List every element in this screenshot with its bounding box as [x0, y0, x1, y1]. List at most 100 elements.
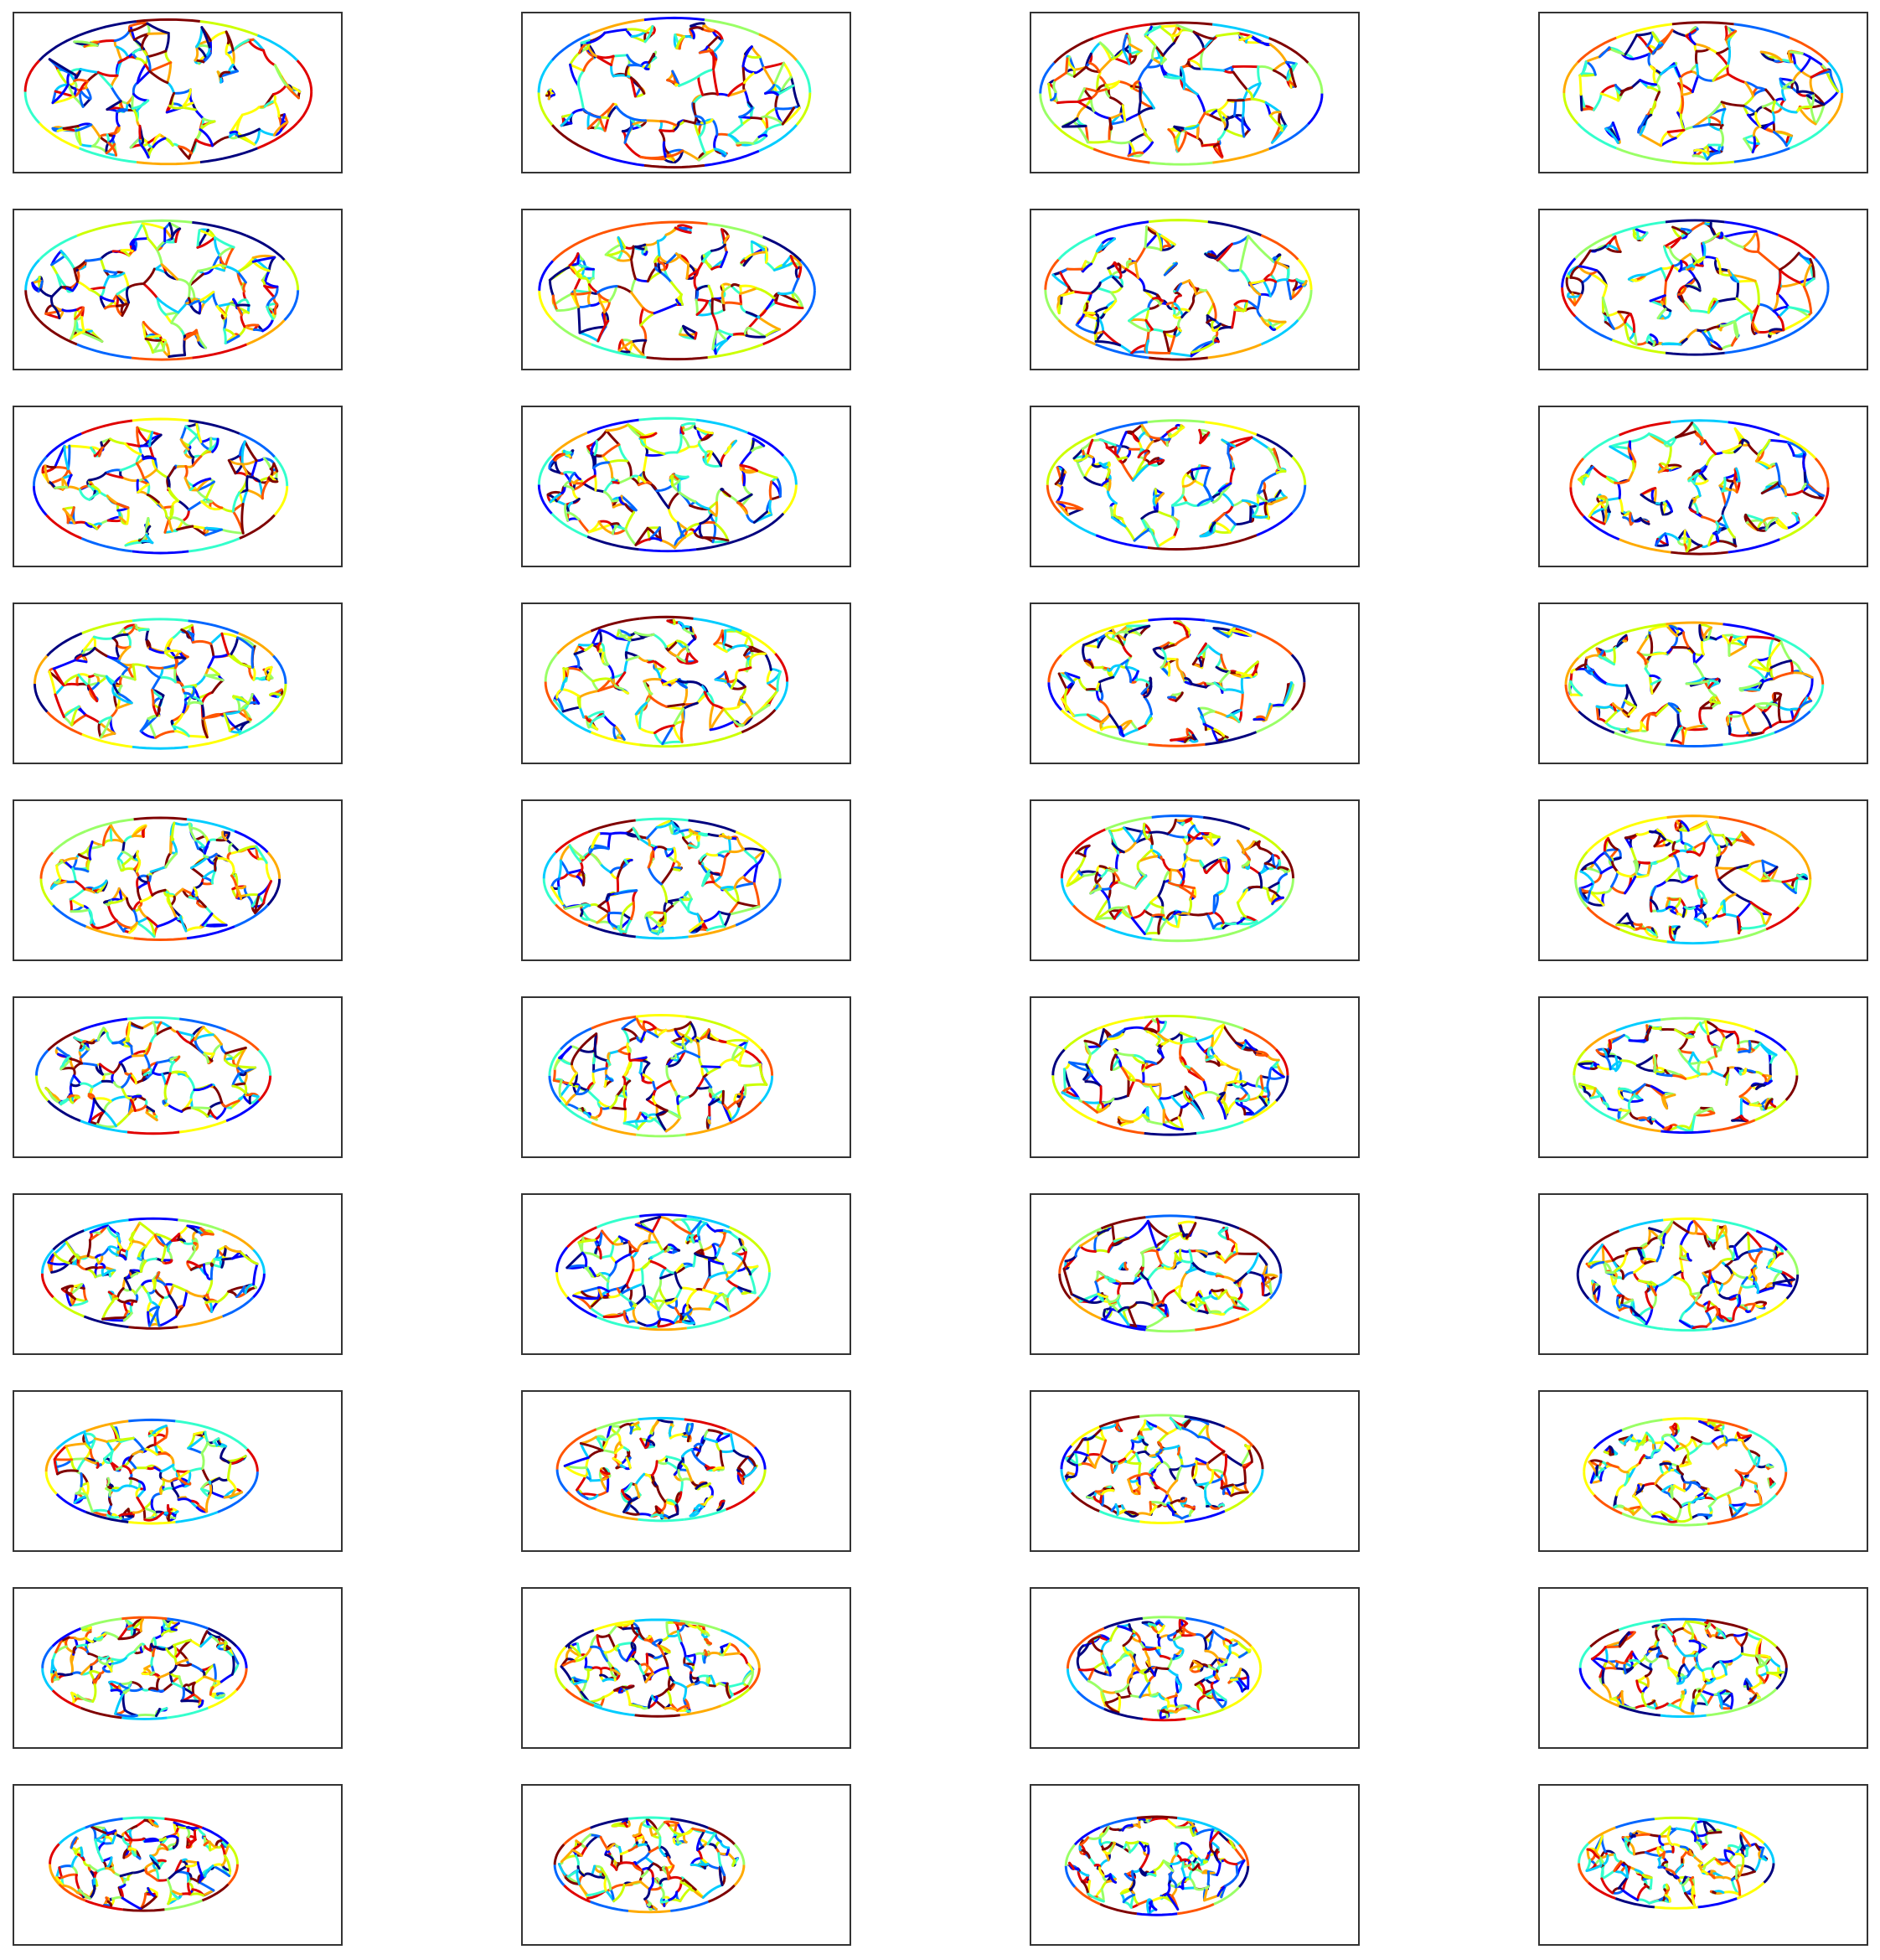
boundary-edge — [1148, 421, 1205, 422]
cell-edge — [127, 287, 128, 303]
cell-edge — [653, 634, 666, 647]
cell-edge — [596, 56, 613, 58]
cell-edge — [1744, 136, 1754, 139]
cell-edge — [147, 23, 168, 34]
cell-edge — [158, 918, 176, 927]
cell-edge — [57, 861, 65, 866]
cell-edge — [275, 101, 279, 116]
cell-edge — [641, 313, 654, 325]
cell-edge — [1608, 312, 1619, 315]
cell-edge — [217, 858, 229, 861]
cell-edge — [1774, 673, 1792, 679]
cell-edge — [1625, 314, 1631, 323]
cell-edge — [793, 279, 798, 292]
cell-edge — [1629, 471, 1634, 481]
network-panel — [1030, 12, 1360, 173]
cell-edge — [1586, 670, 1593, 671]
cell-edge — [1169, 663, 1170, 675]
cell-edge — [1692, 76, 1697, 92]
cell-edge — [189, 736, 207, 737]
cell-edge — [1108, 492, 1116, 504]
boundary-edge — [539, 456, 551, 484]
cell-edge — [1091, 43, 1100, 54]
cell-edge — [1197, 138, 1202, 146]
cell-edge — [677, 435, 681, 453]
cell-edge — [111, 75, 117, 86]
boundary-edge — [1564, 62, 1578, 93]
cell-edge — [1705, 441, 1716, 454]
boundary-edge — [783, 456, 796, 484]
cell-edge — [1729, 646, 1745, 655]
cell-edge — [1175, 296, 1180, 304]
cell-edge — [659, 262, 660, 272]
cell-edge — [1273, 70, 1288, 80]
cell-edge — [247, 895, 252, 906]
cell-edge — [1063, 126, 1086, 127]
cell-edge — [695, 333, 696, 339]
boundary-edge — [200, 148, 258, 163]
boundary-edge — [1725, 222, 1779, 235]
cell-edge — [247, 490, 262, 499]
cell-edge — [169, 355, 185, 357]
cell-edge — [695, 276, 697, 289]
cell-edge — [745, 702, 753, 716]
cell-edge — [698, 261, 703, 271]
cell-edge — [192, 868, 204, 877]
boundary-edge — [240, 515, 275, 539]
cell-edge — [1077, 325, 1095, 334]
cell-edge — [186, 427, 197, 437]
cell-edge — [1637, 33, 1653, 35]
cell-edge — [1780, 721, 1793, 722]
cell-edge — [1135, 247, 1145, 263]
cell-edge — [743, 66, 755, 73]
cell-edge — [660, 130, 664, 142]
cell-edge — [1758, 251, 1779, 270]
cell-edge — [151, 867, 166, 872]
cell-edge — [607, 431, 619, 445]
cell-edge — [210, 32, 226, 40]
cell-edge — [1216, 34, 1238, 36]
boundary-edge — [1205, 535, 1257, 548]
cell-edge — [1200, 430, 1201, 442]
cell-edge — [612, 524, 618, 525]
boundary-edge — [1564, 93, 1578, 124]
cell-edge — [1147, 353, 1169, 354]
cell-edge — [1633, 54, 1650, 59]
cell-edge — [1143, 142, 1153, 153]
cell-edge — [1270, 282, 1275, 296]
cell-edge — [1634, 280, 1636, 281]
cell-edge — [211, 644, 214, 657]
boundary-edge — [25, 92, 39, 123]
cell-edge — [741, 453, 751, 465]
cell-edge — [253, 667, 255, 680]
cell-edge — [1655, 489, 1656, 503]
cell-edge — [186, 928, 200, 931]
cell-edge — [1258, 294, 1260, 308]
cell-edge — [1704, 257, 1717, 259]
cell-edge — [1139, 114, 1144, 129]
cell-edge — [1753, 127, 1760, 136]
cell-edge — [557, 307, 579, 310]
cell-edge — [152, 690, 153, 705]
cell-edge — [598, 321, 608, 341]
cell-edge — [1112, 272, 1120, 276]
cell-edge — [83, 99, 90, 106]
boundary-edge — [275, 486, 287, 515]
cell-edge — [1636, 342, 1647, 344]
cell-edge — [696, 290, 698, 300]
cell-edge — [1804, 453, 1805, 471]
cell-edge — [661, 122, 676, 126]
cell-edge — [254, 329, 262, 330]
cell-edge — [1587, 655, 1599, 658]
cell-edge — [1233, 72, 1247, 91]
cell-edge — [1728, 74, 1746, 82]
cell-edge — [195, 110, 203, 119]
cell-edge — [1717, 48, 1730, 54]
cell-edge — [744, 73, 755, 83]
cell-edge — [1759, 331, 1770, 332]
cell-edge — [152, 678, 159, 690]
cell-edge — [1125, 526, 1134, 540]
cell-edge — [209, 657, 214, 667]
cell-edge — [694, 104, 696, 116]
cell-edge — [1127, 449, 1130, 458]
